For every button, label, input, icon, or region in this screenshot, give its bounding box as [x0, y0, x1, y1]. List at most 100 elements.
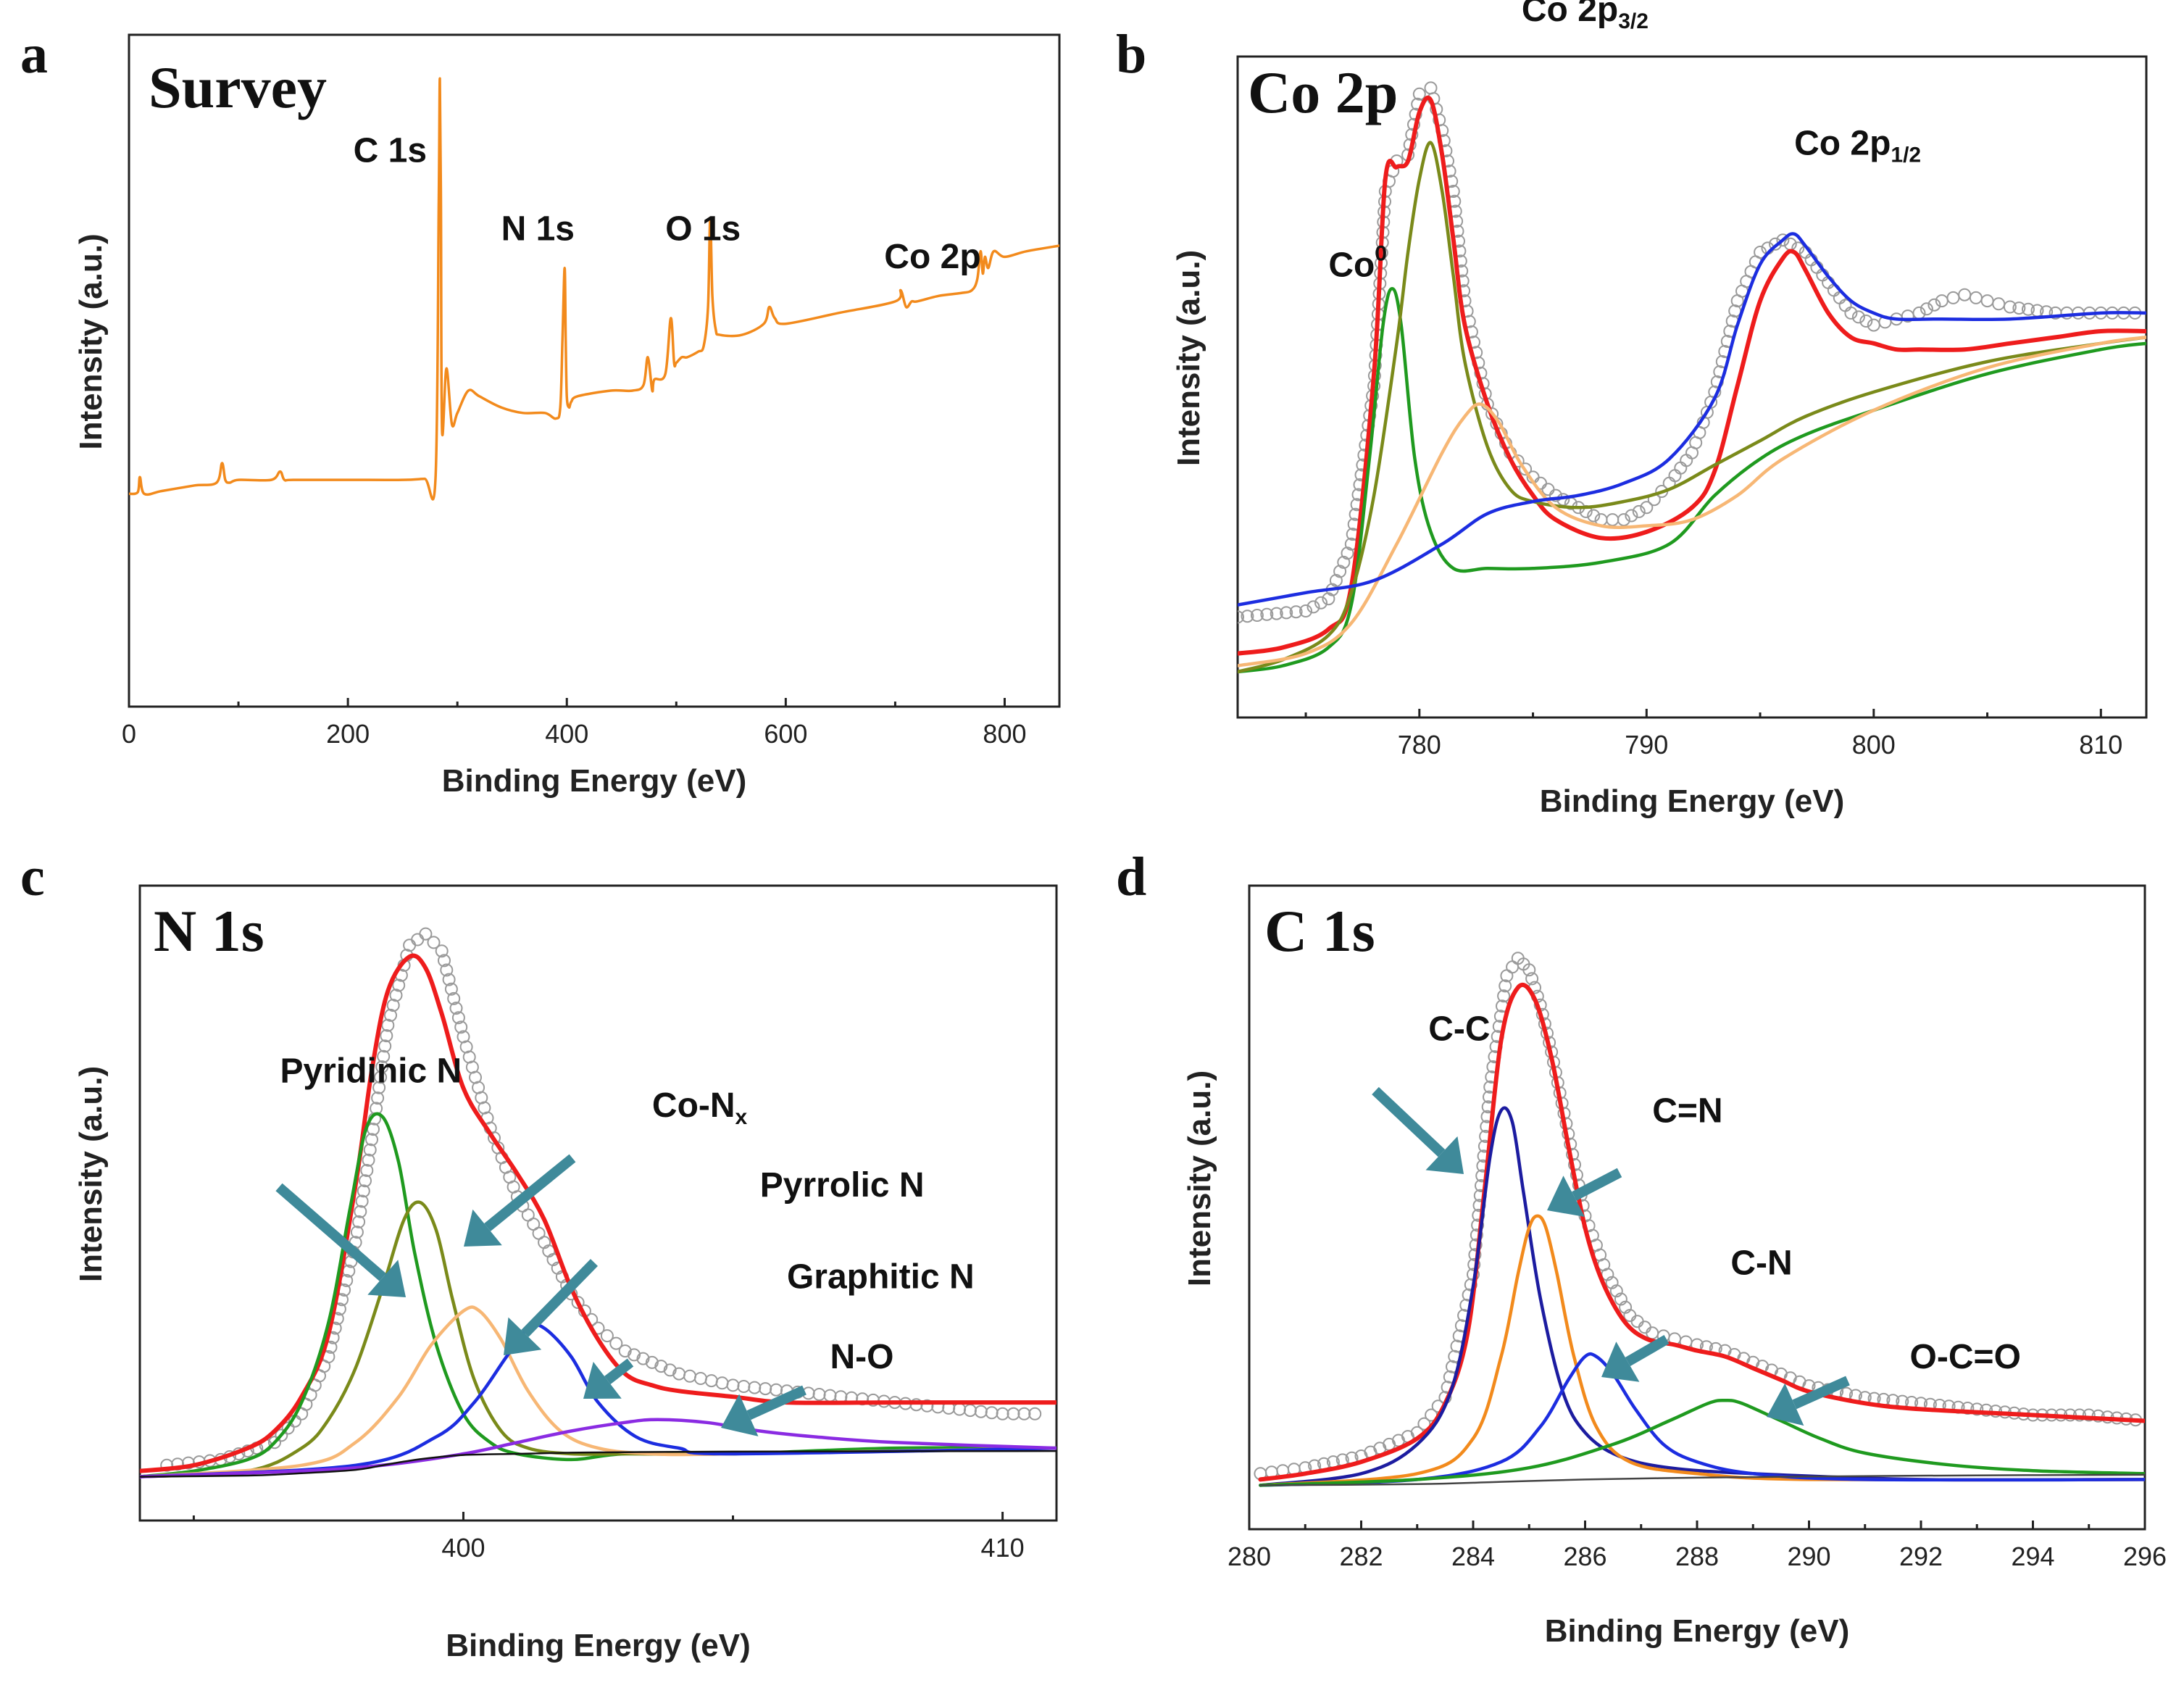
data-point — [372, 1081, 386, 1094]
arrow-head — [1425, 1136, 1464, 1174]
data-point — [1625, 509, 1638, 523]
data-point — [663, 1363, 677, 1377]
plot-area — [1238, 81, 2146, 674]
data-point — [1337, 555, 1351, 569]
data-point — [636, 1352, 650, 1365]
data-point — [360, 1164, 374, 1177]
data-point — [1322, 592, 1335, 606]
x-tick-label: 292 — [1899, 1542, 1943, 1571]
data-point — [365, 1133, 378, 1147]
x-tick-label: 288 — [1675, 1542, 1719, 1571]
data-point — [1329, 574, 1343, 587]
data-point — [1776, 233, 1790, 247]
data-point — [419, 927, 433, 941]
series-raw-data — [160, 927, 1042, 1472]
data-point — [2012, 301, 2026, 315]
x-tick-label: 790 — [1625, 730, 1668, 760]
plot-area — [129, 77, 1059, 501]
x-axis-label: Binding Energy (eV) — [1540, 783, 1844, 819]
data-point — [1859, 315, 1873, 328]
arrow-head — [367, 1260, 406, 1297]
data-point — [442, 973, 456, 986]
data-point — [281, 1421, 295, 1435]
data-point — [1280, 606, 1293, 620]
data-point — [2003, 300, 2017, 314]
data-point — [1472, 1208, 1485, 1222]
data-point — [377, 1049, 391, 1063]
series-o-c-o — [1259, 1399, 2145, 1487]
series-background — [140, 1449, 1056, 1478]
data-point — [1927, 298, 1941, 312]
data-point — [447, 991, 461, 1005]
data-point — [427, 936, 441, 949]
series-n-o — [140, 1418, 1056, 1478]
data-point — [449, 1002, 463, 1015]
panel-letter: b — [1116, 24, 1146, 85]
peak-label: C=N — [1652, 1091, 1722, 1130]
panel-title: Survey — [149, 54, 327, 120]
data-point — [1754, 246, 1767, 259]
data-point — [571, 1296, 585, 1310]
arrow-head — [1547, 1176, 1585, 1217]
data-point — [628, 1348, 641, 1362]
data-point — [1417, 1417, 1431, 1431]
y-axis-label: Intensity (a.u.) — [73, 1066, 109, 1282]
x-axis-label: Binding Energy (eV) — [446, 1628, 750, 1663]
data-point — [363, 1143, 377, 1157]
data-point — [275, 1428, 288, 1442]
data-point — [380, 1029, 393, 1043]
data-point — [1299, 604, 1312, 617]
data-point — [1028, 1407, 1042, 1420]
arrow-head — [1601, 1341, 1640, 1382]
panel-a: a 0 200 400 600 800 Binding Energy (eV) Intensi… — [20, 24, 1061, 799]
data-point — [359, 1174, 372, 1188]
x-tick-label: 290 — [1787, 1542, 1830, 1571]
arrow-head — [583, 1362, 622, 1399]
data-point — [454, 1020, 468, 1034]
data-point — [1519, 462, 1533, 476]
data-point — [1471, 1218, 1485, 1232]
data-point — [392, 978, 406, 992]
arrow-shaft — [1625, 1334, 1670, 1367]
data-point — [1017, 1407, 1031, 1420]
data-point — [354, 1205, 367, 1218]
data-point — [1006, 1407, 1020, 1420]
data-point — [1609, 1284, 1623, 1298]
panel-title: C 1s — [1264, 898, 1375, 964]
data-point — [371, 1091, 385, 1105]
y-axis-label: Intensity (a.u.) — [1171, 250, 1206, 466]
x-tick-label: 600 — [764, 719, 807, 749]
data-point — [1333, 565, 1347, 578]
peak-label: O-C=O — [1910, 1338, 2021, 1376]
data-point — [1289, 605, 1303, 619]
data-point — [435, 944, 449, 958]
data-point — [1497, 989, 1511, 1003]
series-co-2p3-2-satellite-fit — [1238, 141, 2146, 674]
data-point — [1851, 310, 1865, 324]
y-axis-label: Intensity (a.u.) — [73, 233, 109, 449]
data-point — [1241, 610, 1254, 623]
peak-label: Co 2p3/2 — [1522, 0, 1649, 33]
data-point — [440, 963, 454, 977]
data-point — [444, 982, 458, 996]
arrow-shaft — [521, 1259, 599, 1337]
series-total-fit — [1238, 95, 2146, 656]
peak-label: Co0 — [1328, 242, 1387, 285]
data-point — [618, 1344, 632, 1358]
arrow-shaft — [746, 1385, 807, 1420]
arrow-shaft — [275, 1183, 386, 1281]
data-point — [1260, 607, 1274, 621]
data-point — [374, 1070, 388, 1084]
data-point — [350, 1226, 364, 1239]
data-point — [1617, 513, 1630, 527]
data-point — [1238, 610, 1244, 624]
data-point — [1632, 504, 1646, 518]
series-co-2p1-2-fit — [1238, 232, 2146, 607]
data-point — [378, 1039, 392, 1053]
data-point — [386, 999, 400, 1012]
annotation-arrows — [275, 1086, 1850, 1436]
data-point — [645, 1355, 659, 1369]
data-point — [1920, 302, 1933, 316]
panel-d: d 280 282 284 286 288 290 292 294 296 Binding Ener… — [1116, 847, 2167, 1649]
x-tick-label: 286 — [1563, 1542, 1606, 1571]
